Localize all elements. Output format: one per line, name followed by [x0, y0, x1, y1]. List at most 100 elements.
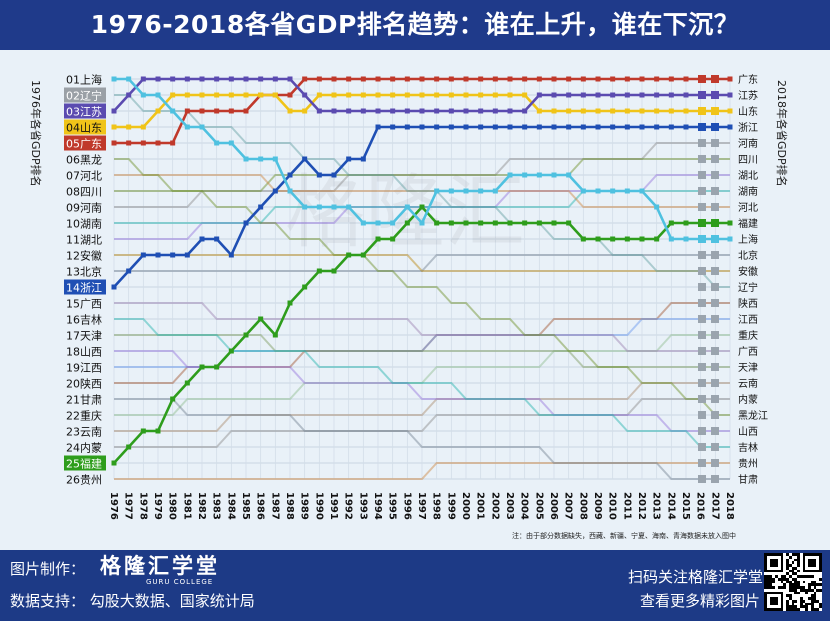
qr-module	[802, 605, 806, 609]
left-rank-label: 01上海	[66, 73, 102, 87]
qr-module	[788, 564, 792, 567]
series-point-福建	[478, 220, 484, 226]
series-point-浙江	[624, 124, 630, 130]
left-rank-label: 04山东	[66, 122, 102, 135]
series-point-广东	[580, 76, 586, 82]
series-point-江苏	[214, 76, 220, 82]
qr-module	[786, 605, 789, 609]
series-point-上海	[404, 204, 410, 210]
qr-module	[780, 580, 784, 584]
series-point-福建	[184, 380, 190, 386]
qr-module	[769, 580, 773, 584]
series-point-上海	[214, 140, 220, 146]
series-point-江苏	[419, 108, 425, 114]
qr-module	[791, 599, 795, 603]
series-line-辽宁	[114, 94, 730, 288]
series-point-广东	[170, 140, 176, 146]
series-point-山东	[668, 108, 674, 114]
qr-module	[797, 575, 800, 578]
left-rank-label: 19江西	[66, 362, 102, 375]
qr-module	[819, 602, 822, 606]
right-marker	[698, 123, 706, 131]
series-point-广东	[448, 76, 454, 82]
series-point-广东	[243, 108, 249, 114]
x-tick-label: 2000	[460, 492, 471, 520]
qr-module	[766, 575, 770, 578]
series-line-天津	[114, 334, 730, 368]
series-point-江苏	[624, 92, 630, 98]
qr-module	[797, 569, 800, 573]
series-point-浙江	[170, 252, 176, 258]
x-tick-label: 2002	[489, 492, 500, 520]
title-bar	[0, 0, 830, 50]
series-point-广东	[668, 76, 674, 82]
series-point-浙江	[595, 124, 601, 130]
qr-module	[805, 602, 809, 606]
series-point-江苏	[492, 108, 498, 114]
series-point-浙江	[727, 124, 733, 130]
series-point-广东	[492, 76, 498, 82]
series-point-广东	[360, 76, 366, 82]
series-point-山东	[448, 92, 454, 98]
right-rank-label: 山西	[738, 426, 758, 438]
series-point-江苏	[346, 108, 352, 114]
right-marker	[698, 107, 706, 115]
right-rank-label: 上海	[738, 233, 758, 246]
qr-module	[802, 580, 806, 584]
qr-module	[788, 583, 792, 587]
series-point-上海	[492, 188, 498, 194]
qr-module	[775, 575, 778, 578]
series-point-山东	[639, 108, 645, 114]
series-point-福建	[214, 364, 220, 370]
series-point-江苏	[536, 92, 542, 98]
qr-module	[810, 580, 814, 584]
right-marker	[711, 75, 719, 83]
series-point-江苏	[243, 76, 249, 82]
series-point-福建	[580, 236, 586, 242]
series-line-广西	[114, 302, 730, 352]
x-tick-label: 1987	[269, 492, 280, 520]
series-point-广东	[434, 76, 440, 82]
series-point-山东	[610, 108, 616, 114]
series-point-山东	[199, 92, 205, 98]
qr-module	[794, 583, 798, 587]
series-point-广东	[331, 76, 337, 82]
right-marker	[711, 299, 719, 307]
series-point-广东	[683, 76, 689, 82]
right-marker	[698, 475, 706, 483]
series-point-山东	[522, 92, 528, 98]
qr-module	[816, 583, 820, 587]
series-point-山东	[184, 92, 190, 98]
qr-module	[794, 572, 798, 576]
qr-module	[786, 561, 789, 565]
page-title: 1976-2018各省GDP排名趋势：谁在上升，谁在下沉？	[90, 10, 740, 39]
series-point-山东	[419, 92, 425, 98]
series-point-浙江	[536, 124, 542, 130]
series-point-上海	[140, 92, 146, 98]
qr-code[interactable]	[764, 553, 822, 611]
series-point-浙江	[228, 252, 234, 258]
qr-module	[813, 597, 817, 600]
x-tick-label: 2012	[636, 492, 647, 520]
left-label-bg	[64, 135, 106, 151]
left-rank-label: 21甘肃	[66, 394, 102, 407]
series-point-广东	[302, 76, 308, 82]
series-point-浙江	[346, 156, 352, 162]
qr-module	[816, 588, 820, 592]
series-point-江苏	[668, 92, 674, 98]
right-marker	[698, 427, 706, 435]
qr-module	[797, 580, 800, 584]
series-point-福建	[434, 220, 440, 226]
qr-module	[802, 586, 806, 589]
series-point-山东	[111, 124, 117, 130]
qr-module	[786, 599, 789, 603]
series-point-江苏	[272, 76, 278, 82]
series-point-山东	[126, 124, 132, 130]
series-point-广东	[595, 76, 601, 82]
right-marker	[698, 347, 706, 355]
series-point-上海	[331, 204, 337, 210]
qr-module	[791, 586, 795, 589]
series-point-广东	[654, 76, 660, 82]
x-tick-label: 1986	[255, 492, 266, 520]
series-point-江苏	[375, 108, 381, 114]
